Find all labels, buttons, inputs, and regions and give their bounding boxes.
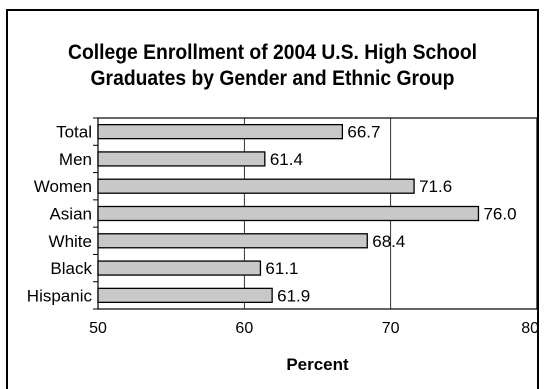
chart-frame xyxy=(6,9,539,389)
bar-hispanic xyxy=(97,287,273,304)
value-label: 76.0 xyxy=(483,205,516,224)
category-label: Total xyxy=(56,123,92,142)
x-tick-label: 50 xyxy=(89,320,107,337)
bar-black xyxy=(97,260,262,276)
bar-men xyxy=(97,151,266,167)
bar-total xyxy=(97,123,344,140)
x-tick-label: 60 xyxy=(235,320,253,337)
bar-women xyxy=(97,178,415,194)
value-label: 71.6 xyxy=(419,177,452,196)
category-label: Black xyxy=(50,259,92,278)
chart-title-line-1: College Enrollment of 2004 U.S. High Sch… xyxy=(67,41,477,64)
category-label: Women xyxy=(34,177,92,196)
value-label: 61.9 xyxy=(277,286,310,305)
chart-title: College Enrollment of 2004 U.S. High Sch… xyxy=(22,40,523,92)
bar-white xyxy=(97,233,368,249)
category-label: White xyxy=(49,232,92,251)
category-label: Men xyxy=(59,150,92,169)
x-axis-title: Percent xyxy=(286,355,349,374)
value-label: 68.4 xyxy=(372,232,405,251)
value-label: 61.1 xyxy=(265,259,298,278)
bar-chart: Total 66.7 Men 61.4 Women 71.6 Asian 76.0 White 6… xyxy=(27,117,539,374)
value-label: 66.7 xyxy=(347,123,380,142)
x-tick-label: 70 xyxy=(382,320,400,337)
category-label: Hispanic xyxy=(27,286,93,305)
bar-asian xyxy=(97,205,480,222)
value-label: 61.4 xyxy=(270,150,303,169)
category-label: Asian xyxy=(49,205,92,224)
chart-title-line-2: Graduates by Gender and Ethnic Group xyxy=(90,67,455,90)
x-tick-label: 80 xyxy=(521,320,539,337)
